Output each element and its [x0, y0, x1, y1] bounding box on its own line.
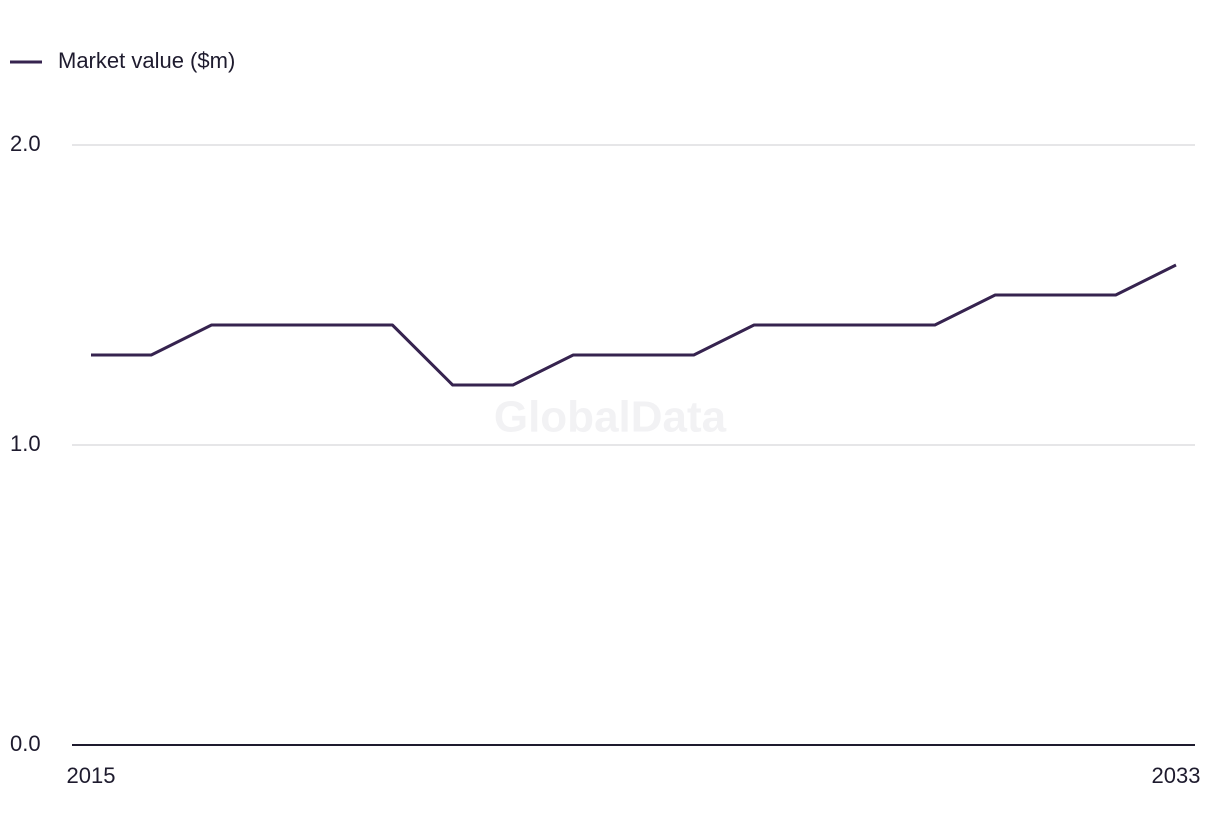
x-tick-label: 2033: [1152, 763, 1201, 788]
y-tick-label: 1.0: [10, 431, 41, 456]
legend-label: Market value ($m): [58, 48, 235, 73]
watermark: GlobalData: [494, 393, 727, 442]
y-tick-label: 2.0: [10, 131, 41, 156]
x-tick-label: 2015: [67, 763, 116, 788]
y-tick-label: 0.0: [10, 731, 41, 756]
line: [91, 263, 1177, 387]
